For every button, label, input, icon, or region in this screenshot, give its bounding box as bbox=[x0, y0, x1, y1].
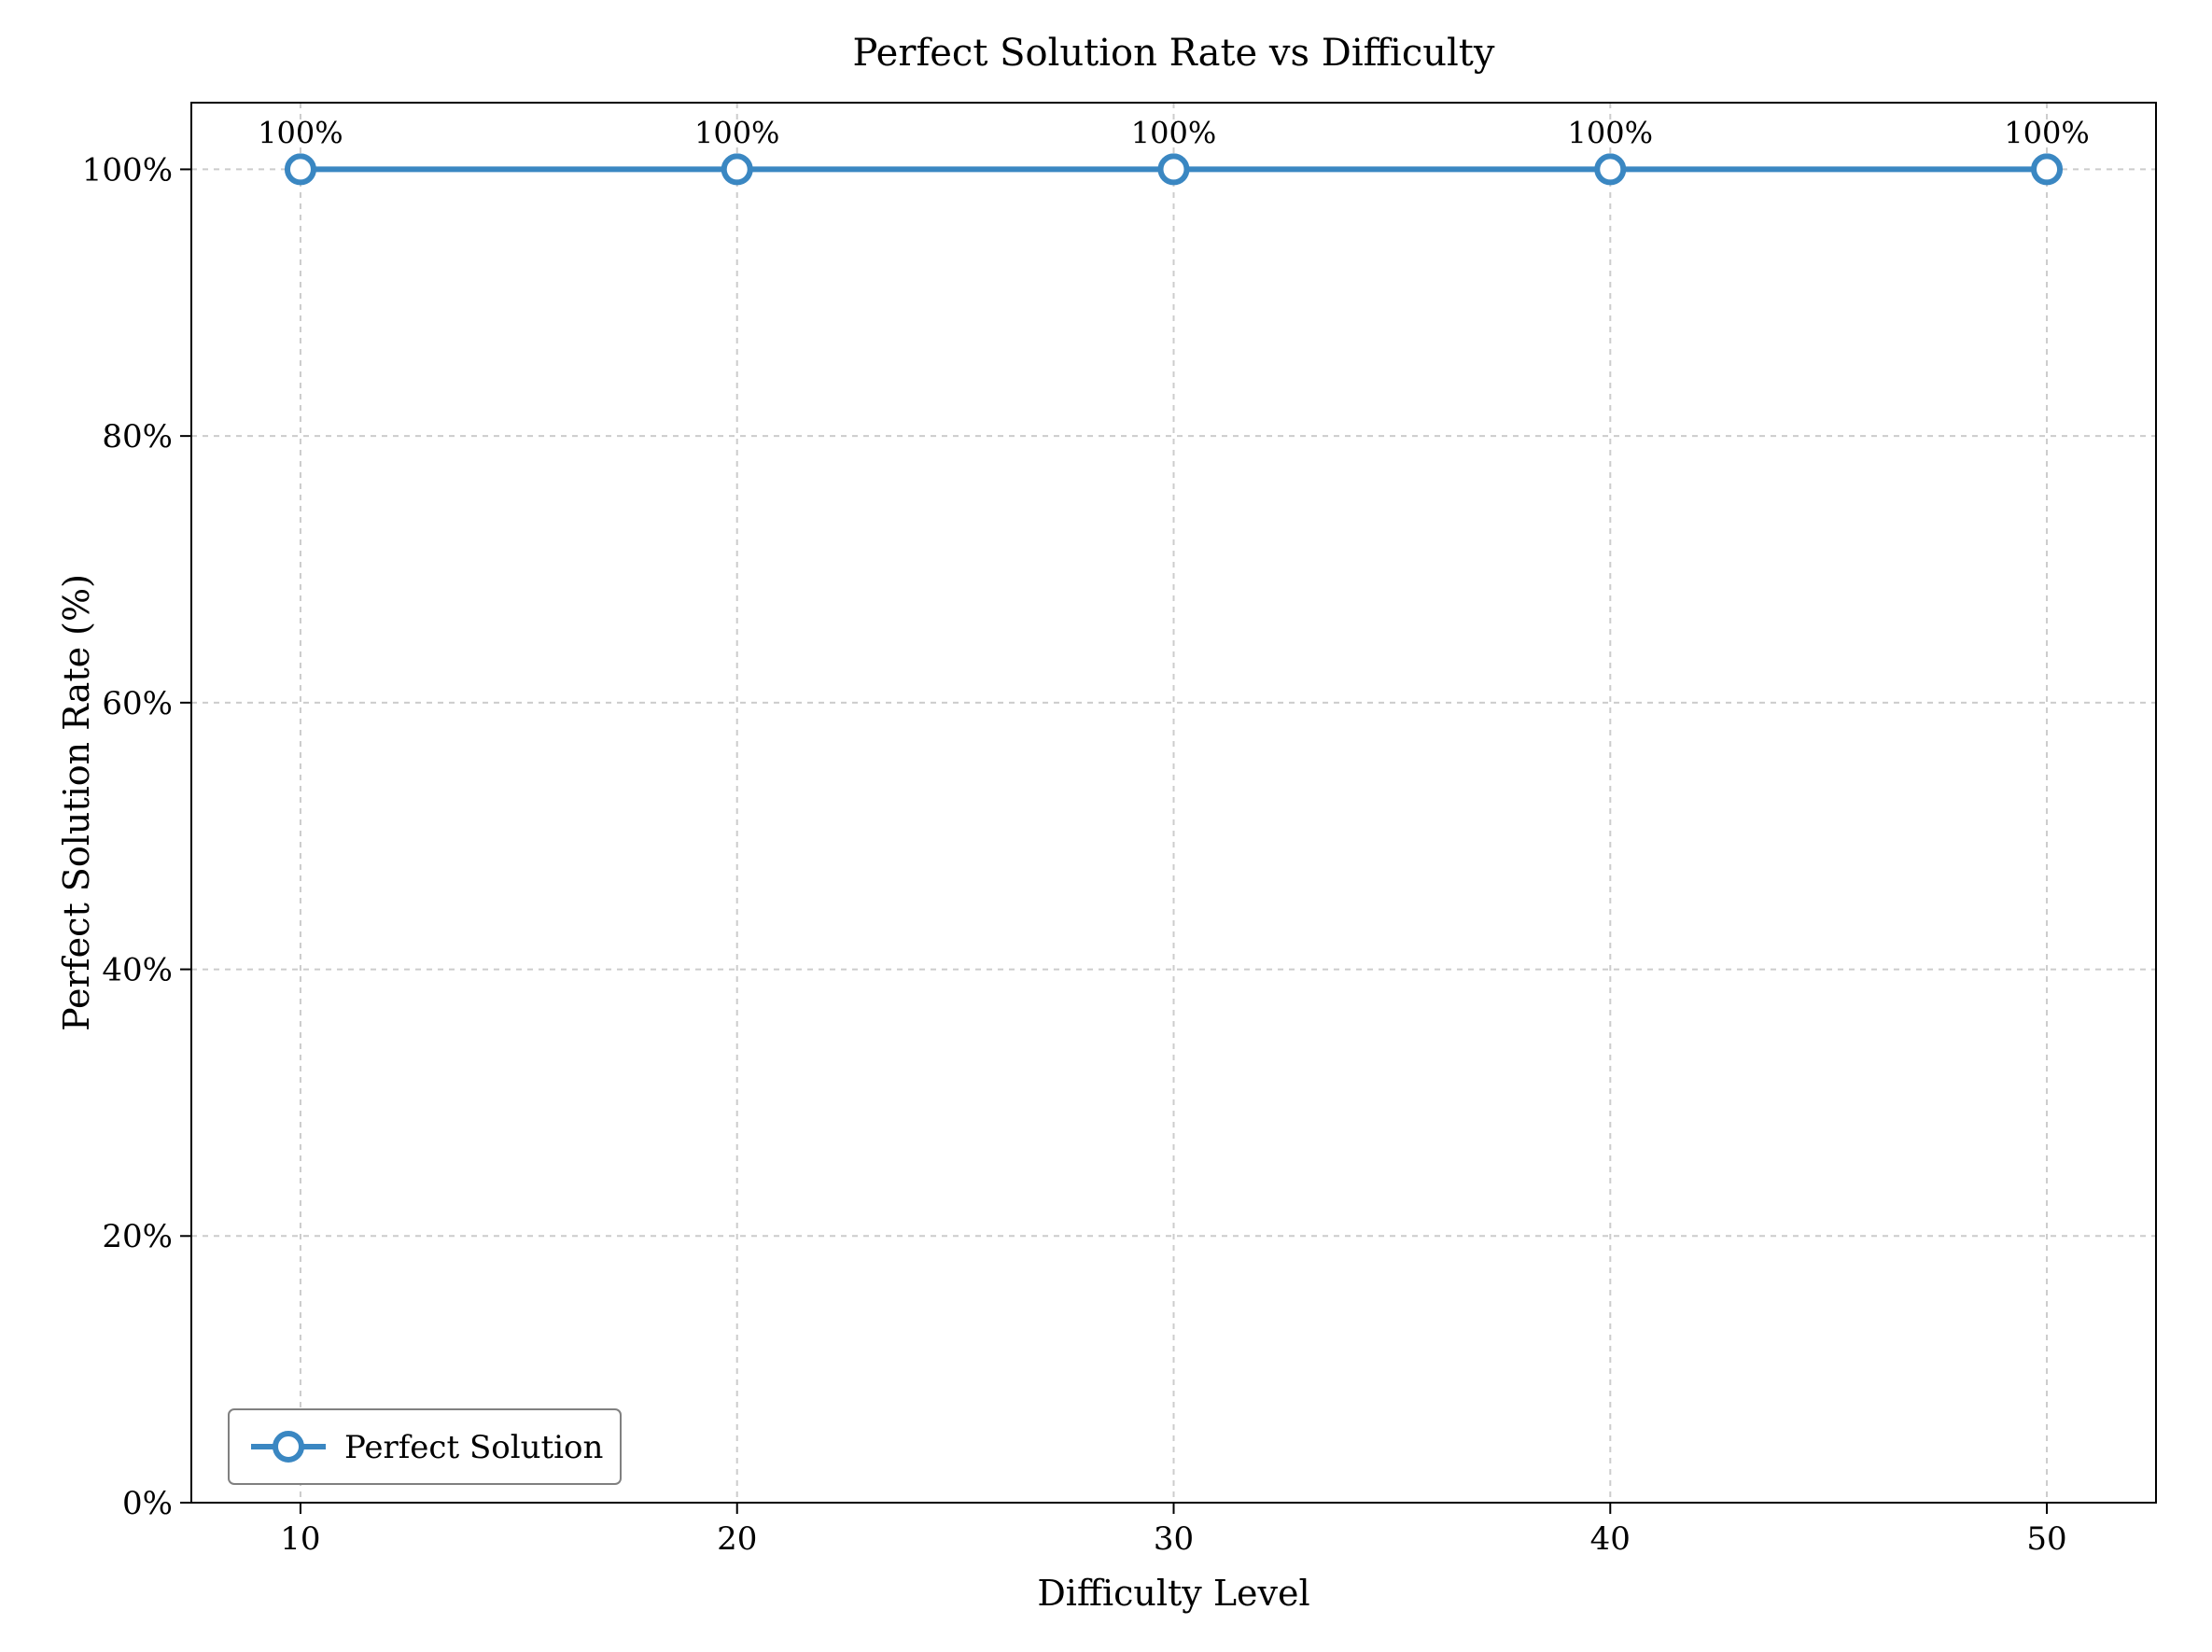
data-marker bbox=[1597, 156, 1623, 182]
point-label: 100% bbox=[2004, 115, 2089, 150]
data-marker bbox=[2034, 156, 2060, 182]
data-marker bbox=[1161, 156, 1187, 182]
legend-label: Perfect Solution bbox=[344, 1429, 603, 1466]
data-marker bbox=[724, 156, 750, 182]
chart-background bbox=[0, 0, 2212, 1652]
y-tick-label: 0% bbox=[122, 1485, 173, 1522]
x-axis-label: Difficulty Level bbox=[1037, 1573, 1309, 1614]
point-label: 100% bbox=[258, 115, 343, 150]
x-tick-label: 50 bbox=[2026, 1520, 2066, 1558]
chart-container: 10 20 30 40 50 0% 20% 40% 60% 80% 100% Difficulty L… bbox=[0, 0, 2212, 1652]
x-tick-label: 40 bbox=[1590, 1520, 1631, 1558]
y-tick-label: 20% bbox=[102, 1218, 173, 1255]
x-tick-label: 10 bbox=[280, 1520, 320, 1558]
y-tick-label: 80% bbox=[102, 418, 173, 455]
point-label: 100% bbox=[1568, 115, 1653, 150]
y-tick-label: 40% bbox=[102, 951, 173, 988]
line-chart: 10 20 30 40 50 0% 20% 40% 60% 80% 100% Difficulty L… bbox=[0, 0, 2212, 1652]
chart-title: Perfect Solution Rate vs Difficulty bbox=[853, 32, 1495, 75]
x-tick-label: 30 bbox=[1154, 1520, 1194, 1558]
x-tick-label: 20 bbox=[717, 1520, 757, 1558]
y-tick-label: 100% bbox=[82, 151, 173, 189]
data-marker bbox=[287, 156, 314, 182]
legend-marker-sample bbox=[275, 1434, 301, 1460]
y-axis-label: Perfect Solution Rate (%) bbox=[56, 574, 97, 1031]
point-label: 100% bbox=[694, 115, 779, 150]
y-tick-label: 60% bbox=[102, 685, 173, 722]
point-label: 100% bbox=[1131, 115, 1216, 150]
